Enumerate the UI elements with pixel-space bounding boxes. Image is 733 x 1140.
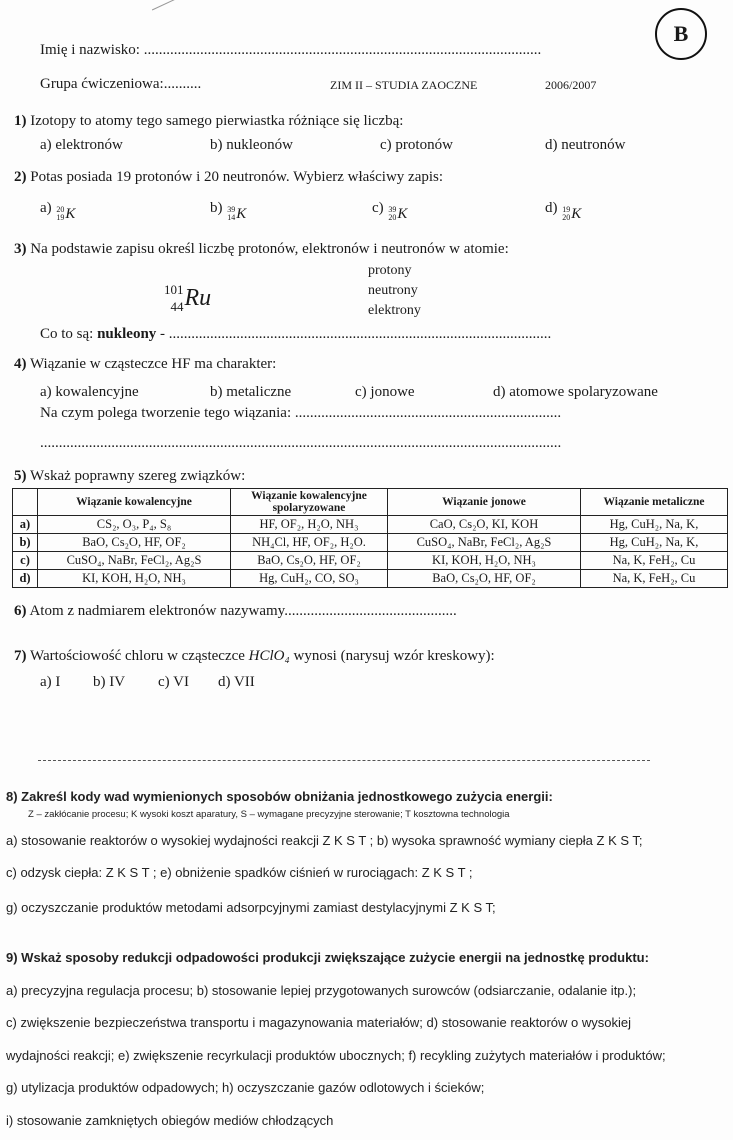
q8-line-a: a) stosowanie reaktorów o wysokiej wydaj… [6,833,643,848]
q7-text: 7) Wartościowość chloru w cząsteczce HCl… [14,648,495,664]
q5-text: 5) Wskaż poprawny szereg związków: [14,468,246,484]
q2-option-b: b) 39 14 K [210,200,247,222]
q7-option-b: b) IV [93,674,126,690]
q7-option-d: d) VII [218,674,255,690]
q4-option-d: d) atomowe spolaryzowane [493,384,658,400]
q4-answer-dots: ........................................… [40,435,562,451]
pen-mark [151,0,194,11]
q9-title: 9) Wskaż sposoby redukcji odpadowości pr… [6,950,649,965]
q2-option-c: c) 39 20 K [372,200,408,222]
q4-text: 4) Wiązanie w cząsteczce HF ma charakter… [14,356,277,372]
q4-subquestion: Na czym polega tworzenie tego wiązania: … [40,405,562,421]
q2-text: 2) Potas posiada 19 protonów i 20 neutro… [14,169,444,185]
year-label: 2006/2007 [545,78,597,92]
ru-isotope: 101 44 Ru [164,282,212,314]
group-field: Grupa ćwiczeniowa:.......... [40,76,202,92]
course-label: ZIM II – STUDIA ZAOCZNE [330,78,478,92]
table-row: c) CuSO₄, NaBr, FeCl₂, Ag₂S BaO, Cs₂O, HF,… [12,551,729,570]
q9-line-5: i) stosowanie zamkniętych obiegów mediów… [6,1113,334,1128]
q1-option-a: a) elektronów [40,137,123,153]
q4-option-b: b) metaliczne [210,384,292,400]
q1-text: 1) Izotopy to atomy tego samego pierwias… [14,113,404,129]
table-row: b) BaO, Cs₂O, HF, OF₂ NH₄Cl, HF, OF₂, H₂O.… [12,533,729,552]
nucleon-question: Co to są: nukleony - ...................… [40,326,552,342]
table-row: d) KI, KOH, H₂O, NH₃ Hg, CuH₂, CO, SO₃ BaO,… [12,569,729,588]
q9-line-3: wydajności reakcji; e) zwiększenie recyr… [6,1048,666,1063]
name-field: Imię i nazwisko: .......................… [40,42,542,58]
q7-option-a: a) I [40,674,61,690]
bond-table: Wiązanie kowalencyjne Wiązanie kowalencyj… [12,488,729,588]
q9-line-2: c) zwiększenie bezpieczeństwa transportu… [6,1015,632,1030]
q4-option-a: a) kowalencyjne [40,384,139,400]
q4-option-c: c) jonowe [355,384,415,400]
q2-option-d: d) 19 20 K [545,200,582,222]
q1-option-d: d) neutronów [545,137,626,153]
q8-line-c: c) odzysk ciepła: Z K S T ; e) obniżenie… [6,865,473,880]
protons-field: protony [368,263,412,278]
neutrons-field: neutrony [368,283,418,298]
q9-line-4: g) utylizacja produktów odpadowych; h) o… [6,1080,485,1095]
table-header: Wiązanie kowalencyjne Wiązanie kowalencyj… [12,488,729,516]
q3-text: 3) Na podstawie zapisu określ liczbę pro… [14,241,509,257]
electrons-field: elektrony [368,303,421,318]
variant-badge: B [655,8,707,60]
q7-option-c: c) VI [158,674,189,690]
q8-title: 8) Zakreśl kody wad wymienionych sposobó… [6,789,553,804]
q1-option-c: c) protonów [380,137,453,153]
q8-line-g: g) oczyszczanie produktów metodami adsor… [6,900,496,915]
q6-text: 6) Atom z nadmiarem elektronów nazywamy.… [14,603,457,619]
q1-option-b: b) nukleonów [210,137,293,153]
cut-line [38,760,650,761]
table-row: a) CS₂, O₃, P₄, S₈ HF, OF₂, H₂O, NH₃ CaO, C… [12,515,729,534]
q2-option-a: a) 20 19 K [40,200,76,222]
q8-legend: Z – zakłócanie procesu; K wysoki koszt a… [28,809,510,820]
q9-line-1: a) precyzyjna regulacja procesu; b) stos… [6,983,637,998]
